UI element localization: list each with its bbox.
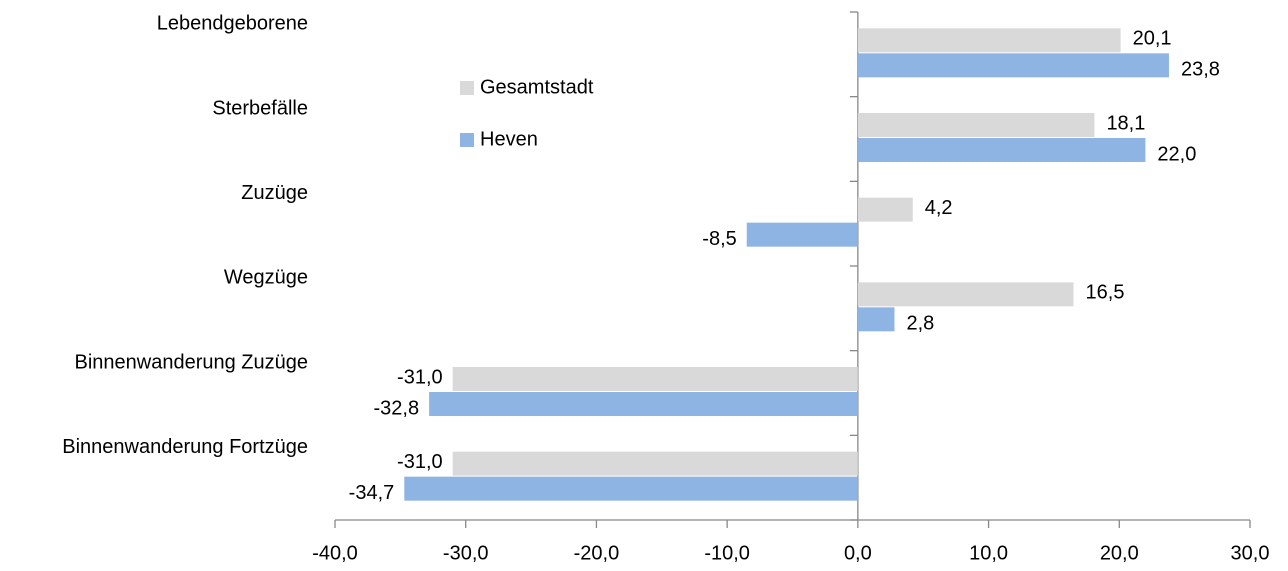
x-tick-label: -40,0 [312,542,358,564]
value-label: 20,1 [1133,28,1172,50]
x-tick-label: -30,0 [443,542,489,564]
value-label: -8,5 [702,228,736,250]
category-label: Binnenwanderung Zuzüge [74,351,308,373]
value-label: -31,0 [397,366,443,388]
category-label: Sterbefälle [212,97,308,119]
value-label: -32,8 [374,397,420,419]
bar [429,392,858,416]
bar [452,451,858,476]
bar [857,307,895,332]
value-label: 4,2 [925,197,953,219]
category-label: Wegzüge [224,267,308,289]
bar [857,28,1121,53]
value-label: 2,8 [906,313,934,335]
x-tick-label: 30,0 [1231,542,1270,564]
bar [857,53,1169,78]
value-label: 22,0 [1157,143,1196,165]
category-label: Binnenwanderung Fortzüge [62,436,308,458]
bar [857,197,913,222]
value-label: 16,5 [1086,282,1125,304]
bar [857,282,1074,307]
x-tick-label: 0,0 [844,542,872,564]
bar [746,222,858,247]
x-tick-label: 10,0 [969,542,1008,564]
category-label: Zuzüge [241,182,308,204]
bar [404,476,858,501]
x-tick-label: -10,0 [704,542,750,564]
value-label: -34,7 [349,482,395,504]
x-tick-label: -20,0 [574,542,620,564]
bar [857,113,1095,137]
x-tick-label: 20,0 [1100,542,1139,564]
value-label: 23,8 [1181,59,1220,81]
bar [857,138,1146,162]
legend-swatch [460,81,474,95]
legend-label: Heven [480,128,538,150]
value-label: -31,0 [397,451,443,473]
legend-swatch [460,133,474,147]
legend-label: Gesamtstadt [480,76,594,98]
bar [452,367,858,391]
value-label: 18,1 [1106,112,1145,134]
category-label: Lebendgeborene [157,13,308,35]
